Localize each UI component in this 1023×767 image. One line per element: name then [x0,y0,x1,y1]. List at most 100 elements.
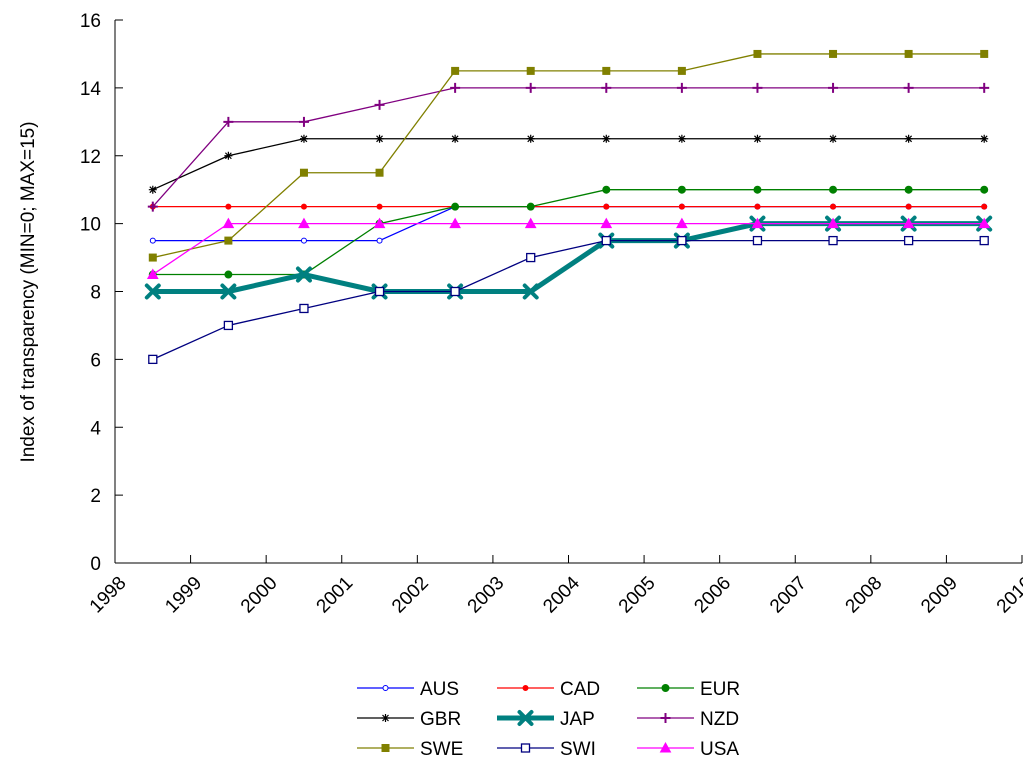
data-point [144,283,161,300]
x-tick-label: 2004 [539,572,584,617]
data-point [903,235,914,246]
y-tick-label: 12 [80,147,101,168]
series-line [152,138,985,191]
data-point [224,151,233,160]
data-point [451,202,460,211]
data-point [904,185,913,194]
data-point [220,283,237,300]
data-point [520,743,531,753]
data-point [981,203,988,210]
x-tick-label: 2010 [993,573,1023,618]
legend-label: SWE [420,739,463,760]
data-point [978,217,991,229]
data-point [526,202,535,211]
data-point [517,710,534,726]
series-gbr [148,134,989,194]
data-point [754,203,761,210]
x-tick-label: 2005 [615,573,660,618]
x-tick-label: 2003 [464,573,509,618]
data-point [146,268,159,280]
x-tick-label: 2007 [766,573,811,618]
data-point [828,235,838,246]
series-nzd [147,82,990,212]
data-point [382,685,389,691]
data-point [979,82,990,93]
y-tick-label: 4 [90,418,101,439]
x-axis: 1998 1999 2000 2001 2002 2003 2004 2005 2006 2007… [86,555,1023,617]
data-point [753,49,762,58]
data-point [148,185,157,194]
data-point [375,134,384,143]
legend-item-eur: EUR [637,679,740,700]
data-point [830,203,837,210]
legend-label: JAP [560,709,595,730]
data-point [602,66,611,75]
legend-item-swi: SWI [497,739,596,760]
data-point [300,237,307,244]
legend-label: GBR [420,709,461,730]
data-point [904,49,913,58]
data-point [980,49,989,58]
x-tick-label: 1999 [161,573,206,618]
data-point [298,217,310,229]
data-point [451,134,460,143]
legend-item-gbr: GBR [357,709,461,730]
series-swe [148,49,989,262]
series-line [152,87,985,208]
legend-item-usa: USA [637,739,739,760]
data-point [224,236,233,245]
data-point [149,237,156,244]
data-point [376,203,383,210]
data-point [904,134,913,143]
y-tick-label: 8 [90,283,101,304]
y-tick-label: 16 [80,11,101,32]
data-point [827,217,839,229]
data-point [751,217,764,229]
legend-label: USA [700,739,739,760]
data-point [753,185,762,194]
legend-label: SWI [560,739,596,760]
y-tick-label: 10 [80,215,101,236]
data-point [374,286,385,297]
legend-item-cad: CAD [497,679,600,700]
data-point [450,286,460,297]
data-point [299,303,309,314]
data-point [902,217,915,229]
data-point [677,134,686,143]
data-point [451,66,460,75]
series-line [152,189,985,276]
data-point [381,714,390,722]
series-line [152,239,985,360]
data-point [526,66,535,75]
data-point [147,201,158,212]
data-point [375,168,384,177]
data-point [148,253,157,262]
data-point [659,741,672,753]
data-point [752,235,763,246]
data-point [905,203,912,210]
series-swi [148,235,989,365]
data-point [223,320,234,331]
data-point [676,217,688,229]
legend: AUS CAD EUR GBR JAP NZD SWE SWI USA [357,679,740,760]
data-point [374,99,385,110]
series-jap [144,215,993,300]
data-point [148,354,158,365]
data-point [376,237,383,244]
data-point [980,134,989,143]
data-point [298,116,309,127]
data-point [525,82,536,93]
data-point [299,134,308,143]
data-point [522,283,539,300]
data-point [903,82,914,93]
data-point [677,235,687,246]
legend-label: AUS [420,679,459,700]
data-point [450,82,461,93]
data-point [524,217,537,229]
legend-label: EUR [700,679,740,700]
legend-label: NZD [700,709,739,730]
series-cad [149,203,988,210]
data-point [526,134,535,143]
data-point [449,217,461,229]
